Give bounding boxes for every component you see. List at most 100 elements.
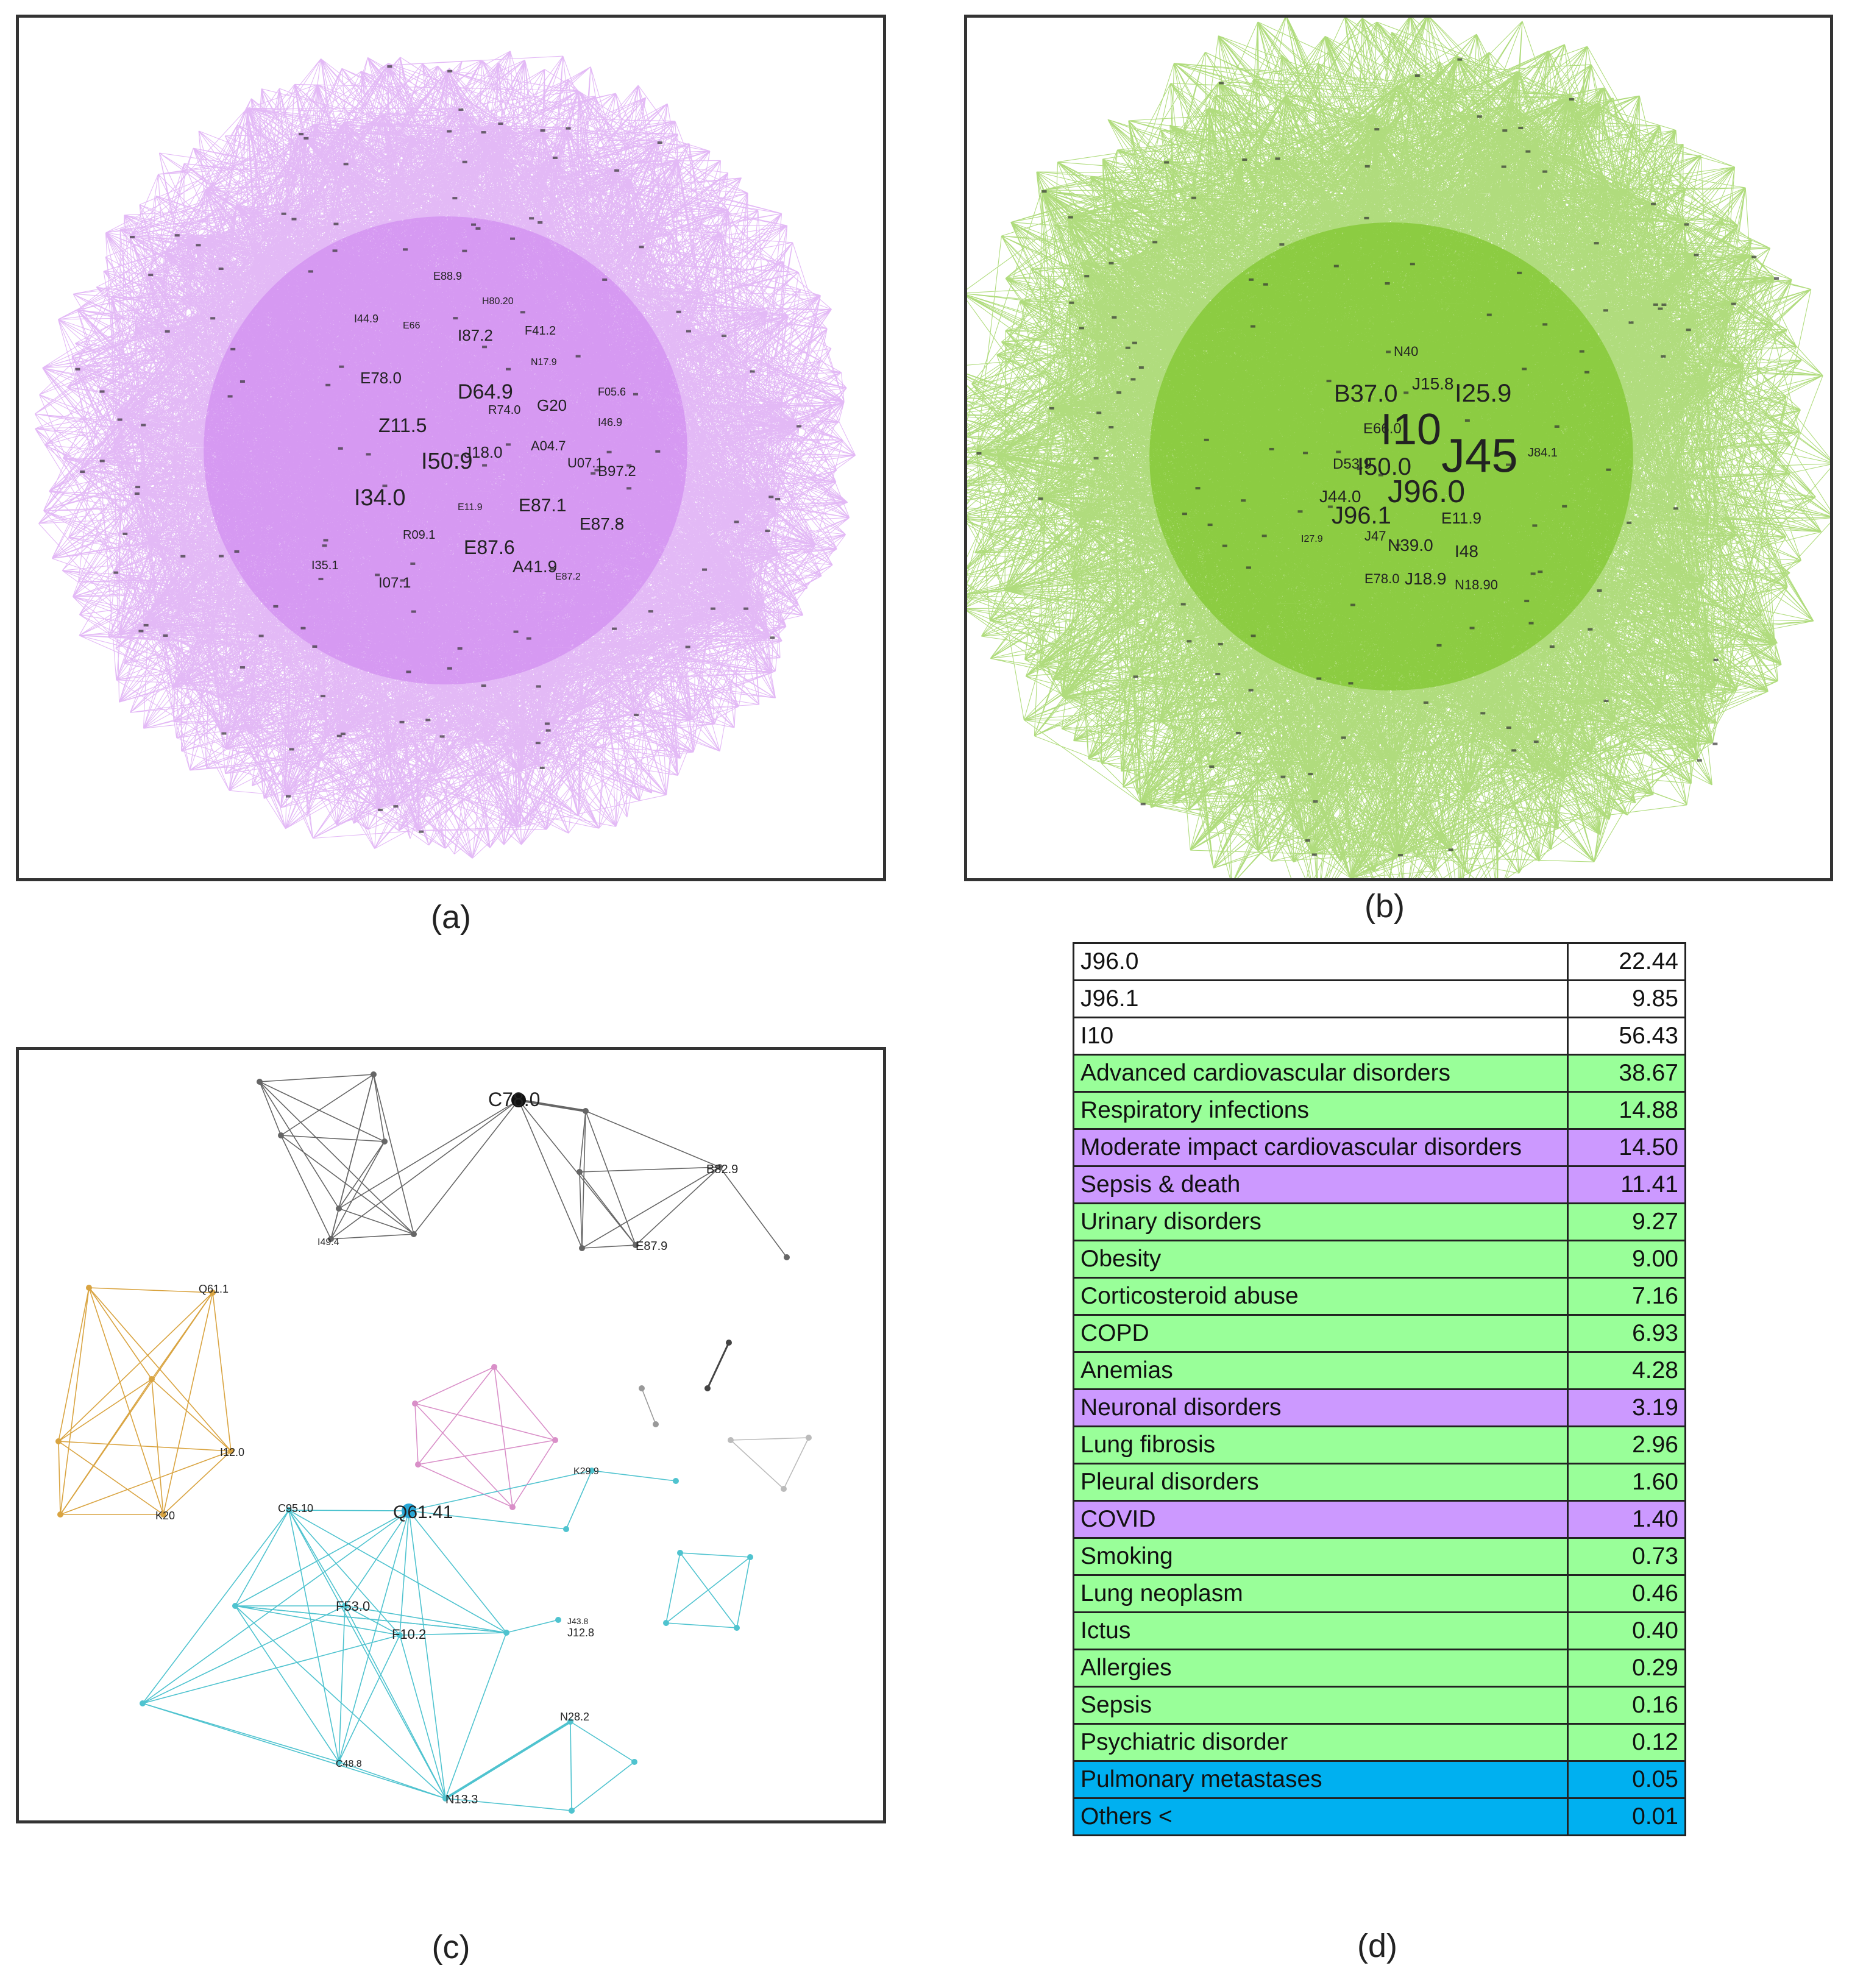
cluster-edge [518, 1099, 586, 1112]
node [513, 630, 519, 633]
cluster-edge [88, 1287, 213, 1293]
node [1152, 241, 1158, 244]
row-value: 14.88 [1567, 1091, 1686, 1130]
cluster-node [160, 1511, 166, 1518]
node [481, 131, 486, 134]
cluster-edge [581, 1110, 586, 1249]
row-value: 11.41 [1567, 1165, 1686, 1204]
node [366, 453, 371, 456]
node [80, 470, 85, 474]
node [639, 246, 644, 249]
node [281, 212, 286, 215]
cluster-edge [235, 1605, 339, 1763]
cluster-node [412, 1400, 418, 1407]
node [1518, 126, 1524, 129]
cluster-edge [417, 1464, 513, 1508]
cluster-edge [417, 1366, 495, 1465]
row-value: 0.46 [1567, 1574, 1686, 1613]
caption-d: (d) [1357, 1928, 1397, 1964]
node [218, 267, 224, 270]
cluster-edge [338, 1761, 446, 1799]
node [1774, 277, 1779, 280]
cluster-edge [259, 1081, 339, 1209]
node [1327, 505, 1333, 508]
cluster-edge [142, 1703, 339, 1763]
cluster-edge [494, 1366, 556, 1441]
cluster-node [577, 1169, 583, 1175]
node [1116, 391, 1122, 394]
cluster-node [781, 1486, 787, 1492]
row-label: Lung neoplasm [1073, 1574, 1569, 1613]
node [1305, 839, 1310, 842]
cluster-node [639, 1385, 645, 1391]
cluster-edge [665, 1557, 751, 1624]
cluster-edge [344, 1605, 446, 1799]
node [1436, 644, 1442, 647]
node [575, 355, 581, 358]
cluster-edge [58, 1441, 61, 1515]
cluster-node [555, 1617, 561, 1623]
cluster-node [257, 1079, 263, 1085]
cluster-edge [60, 1287, 90, 1515]
cluster-edge [338, 1635, 400, 1763]
network-a-node-label: E78.0 [360, 369, 402, 387]
row-value: 0.01 [1567, 1797, 1686, 1836]
node [1603, 309, 1608, 312]
node [1038, 497, 1043, 500]
node [1209, 765, 1215, 768]
node [1386, 350, 1391, 353]
network-c-node-label: F53.0 [336, 1599, 370, 1614]
node [552, 156, 558, 159]
node [1261, 534, 1267, 538]
network-a-node-label: N17.9 [531, 357, 557, 367]
network-b-node-label: E78.0 [1364, 571, 1400, 586]
node [393, 805, 399, 808]
network-a-node-label: I34.0 [354, 485, 406, 511]
cluster-edge [635, 1166, 720, 1246]
cluster-edge [413, 1099, 519, 1235]
cluster-node [631, 1759, 637, 1765]
node [122, 532, 128, 535]
cluster-edge [330, 1099, 519, 1240]
node [1538, 570, 1543, 573]
cluster-node [677, 1550, 683, 1556]
network-a-node-label: G20 [537, 396, 567, 414]
network-c-node-label: E87.9 [636, 1240, 667, 1253]
network-a-node-label: J18.0 [464, 443, 503, 461]
node [1357, 467, 1362, 470]
row-value: 1.40 [1567, 1500, 1686, 1539]
caption-a: (a) [431, 899, 471, 935]
row-value: 3.19 [1567, 1388, 1686, 1427]
node [340, 733, 346, 736]
cluster-edge [571, 1761, 635, 1811]
cluster-edge [280, 1135, 385, 1142]
cluster-edge [288, 1510, 346, 1606]
node [797, 425, 802, 428]
cluster-edge [288, 1510, 400, 1636]
cluster-node [784, 1254, 790, 1260]
node [734, 520, 739, 524]
node [322, 544, 327, 547]
cluster-edge [212, 1292, 232, 1452]
node [1414, 74, 1420, 77]
table-row: Others <0.01 [1073, 1797, 1686, 1836]
cluster-edge [280, 1135, 332, 1240]
node [285, 795, 291, 798]
network-c-node-label: K29.9 [573, 1466, 599, 1477]
cluster-edge [58, 1441, 232, 1452]
cluster-edge [330, 1208, 339, 1240]
node [1138, 366, 1144, 369]
node [425, 719, 431, 722]
network-b-node-label: J18.9 [1405, 569, 1447, 588]
node [1079, 327, 1084, 330]
node [1308, 773, 1313, 776]
row-label: Respiratory infections [1073, 1091, 1569, 1130]
cluster-edge [235, 1510, 410, 1606]
node [1180, 603, 1186, 606]
cluster-edge [579, 1110, 586, 1173]
network-c-node-label: C48.8 [336, 1759, 362, 1769]
cluster-node [491, 1364, 497, 1370]
cluster-edge [665, 1552, 681, 1624]
row-label: COVID [1073, 1500, 1569, 1539]
node [1403, 391, 1409, 394]
